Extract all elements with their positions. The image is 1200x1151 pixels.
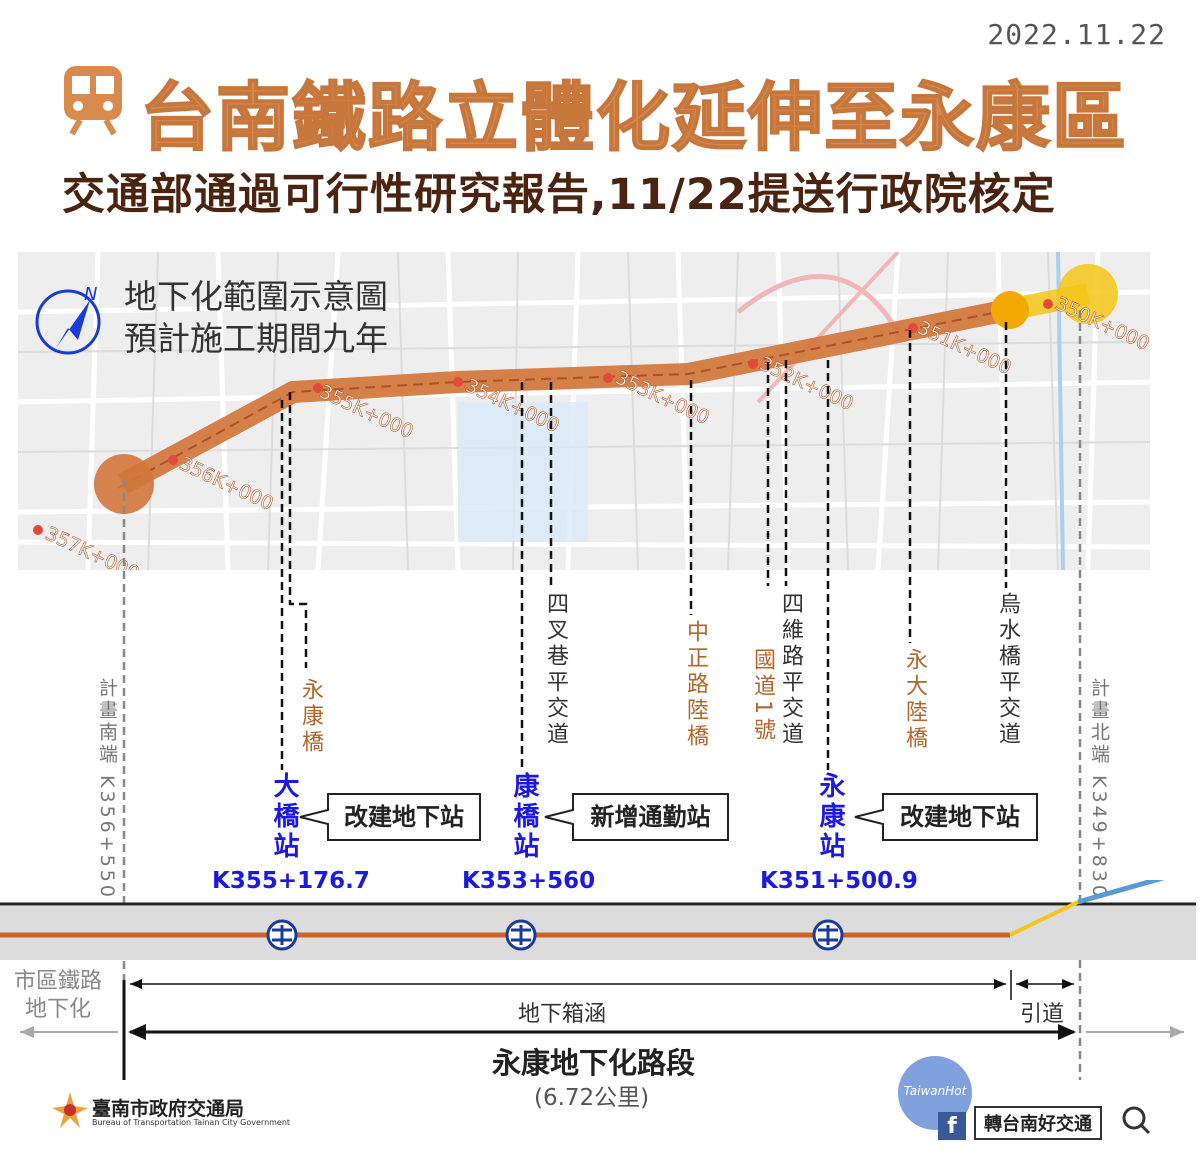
yongkang-segment-label: 永康地下化路段	[492, 1046, 696, 1080]
bureau-name: 臺南市政府交通局	[92, 1098, 245, 1120]
crossing-siwei-road: 四維路平交道	[778, 592, 803, 748]
search-icon[interactable]	[1120, 1104, 1152, 1136]
page-title: 台南鐵路立體化延伸至永康區	[139, 74, 1128, 162]
bureau-name-en: Bureau of Transportation Tainan City Gov…	[92, 1118, 291, 1127]
facebook-icon[interactable]: f	[938, 1112, 966, 1140]
crossing-freeway-1: 國道1號	[750, 648, 775, 744]
crossing-sicha-lane: 四叉巷平交道	[543, 592, 568, 748]
box-culvert-label: 地下箱涵	[518, 1002, 607, 1027]
station-daqiao-km: K355+176.7	[212, 868, 370, 894]
station-marker-daqiao-icon	[266, 919, 298, 951]
date-label: 2022.11.22	[987, 18, 1166, 51]
crossing-wushui-bridge: 烏水橋平交道	[995, 592, 1020, 748]
page-subtitle: 交通部通過可行性研究報告,11/22提送行政院核定	[62, 170, 1056, 220]
station-kangqiao-name: 康橋站	[509, 772, 539, 862]
station-yongkang-km: K351+500.9	[760, 868, 918, 894]
segment-length-label: (6.72公里)	[534, 1085, 650, 1111]
station-marker-yongkang-icon	[812, 919, 844, 951]
crossing-zhongzheng-overpass: 中正路陸橋	[683, 620, 708, 750]
compass-north-label: N	[84, 284, 97, 305]
station-kangqiao-km: K353+560	[462, 868, 596, 894]
station-daqiao-name: 大橋站	[269, 772, 299, 862]
south-end-text: 計畫南端	[96, 678, 118, 766]
ramp-label: 引道	[1020, 1002, 1065, 1027]
station-marker-kangqiao-icon	[505, 919, 537, 951]
callout-daqiao: 改建地下站	[344, 803, 464, 831]
crossing-yongda-overpass: 永大陸橋	[902, 648, 927, 752]
station-yongkang-name: 永康站	[815, 772, 845, 862]
north-end-km: K349+830	[1088, 775, 1110, 900]
watermark-text: TaiwanHot	[903, 1084, 967, 1098]
south-end-km: K356+550	[96, 775, 118, 900]
compass-icon: N	[35, 284, 101, 355]
segment-arrows	[20, 970, 1184, 1080]
track-profile	[0, 880, 1196, 960]
callout-yongkang: 改建地下站	[900, 803, 1020, 831]
facebook-page-link[interactable]: 轉台南好交通	[974, 1106, 1102, 1140]
km-markers: 357K+000 356K+000 355K+000 354K+000 353K…	[33, 292, 1150, 570]
callout-kangqiao: 新增通勤站	[590, 803, 711, 831]
bureau-logo-icon	[52, 1092, 88, 1128]
map-title-line1: 地下化範圍示意圖	[124, 277, 388, 316]
map-title-line2: 預計施工期間九年	[124, 319, 388, 358]
south-end-label: 計畫南端 K356+550	[94, 678, 121, 900]
crossing-yongkang-bridge: 永康橋	[298, 678, 323, 756]
north-end-label: 計畫北端 K349+830	[1086, 678, 1113, 900]
north-end-text: 計畫北端	[1088, 678, 1110, 766]
city-underground-label: 市區鐵路 地下化	[14, 969, 103, 1022]
route-map: N 地下化範圍示意圖 預計施工期間九年 357K+000 356K+000 35…	[18, 252, 1150, 570]
train-icon	[64, 66, 122, 136]
callout-bubbles	[299, 793, 1038, 841]
